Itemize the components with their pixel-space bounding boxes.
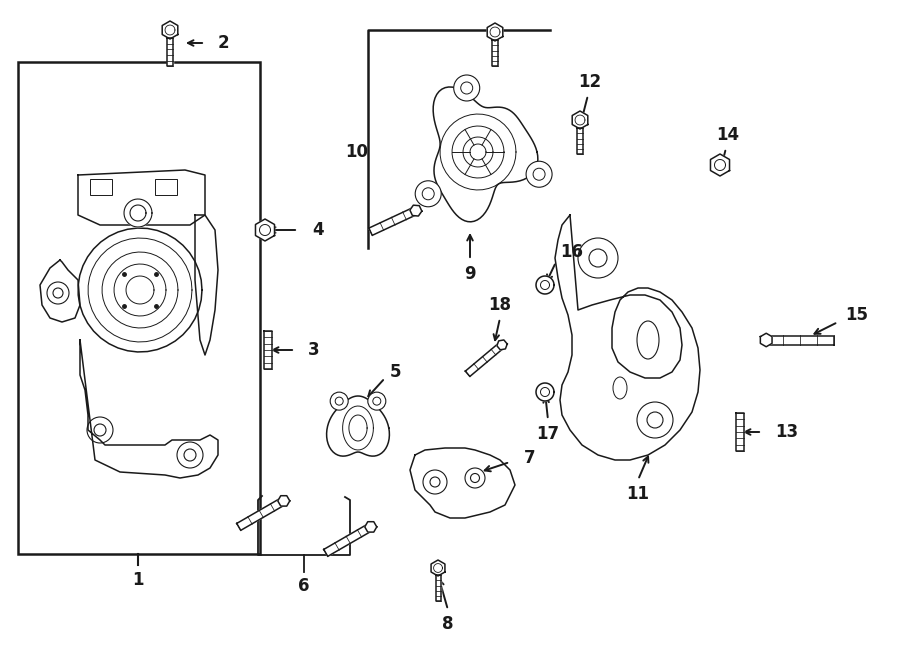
- Polygon shape: [278, 496, 290, 506]
- Text: 14: 14: [716, 126, 740, 144]
- Text: 6: 6: [298, 577, 310, 595]
- Circle shape: [454, 75, 480, 101]
- Text: 7: 7: [524, 449, 536, 467]
- Polygon shape: [78, 170, 205, 225]
- Circle shape: [526, 161, 552, 187]
- Text: 11: 11: [626, 485, 650, 503]
- Polygon shape: [78, 228, 202, 352]
- Circle shape: [415, 180, 441, 207]
- Polygon shape: [572, 111, 588, 129]
- Text: 17: 17: [536, 425, 560, 443]
- Polygon shape: [40, 260, 80, 322]
- Polygon shape: [364, 522, 377, 532]
- Polygon shape: [162, 21, 178, 39]
- Polygon shape: [436, 575, 440, 602]
- Text: 9: 9: [464, 265, 476, 283]
- Polygon shape: [736, 413, 744, 451]
- Circle shape: [368, 392, 386, 410]
- Polygon shape: [167, 38, 173, 66]
- Circle shape: [330, 392, 348, 410]
- Text: 12: 12: [579, 73, 601, 91]
- Polygon shape: [237, 498, 286, 530]
- Polygon shape: [555, 215, 700, 460]
- Text: 13: 13: [775, 423, 798, 441]
- Polygon shape: [410, 205, 422, 216]
- Text: 8: 8: [442, 615, 454, 633]
- Polygon shape: [710, 154, 730, 176]
- Polygon shape: [264, 331, 272, 369]
- Text: 3: 3: [308, 341, 320, 359]
- Polygon shape: [410, 448, 515, 518]
- Polygon shape: [760, 333, 772, 347]
- Polygon shape: [536, 276, 554, 294]
- Polygon shape: [536, 383, 554, 401]
- Polygon shape: [465, 342, 504, 377]
- Text: 1: 1: [132, 571, 144, 589]
- Polygon shape: [497, 340, 508, 350]
- Polygon shape: [577, 128, 583, 154]
- Polygon shape: [324, 524, 373, 557]
- Polygon shape: [80, 340, 218, 478]
- Polygon shape: [88, 238, 192, 342]
- Polygon shape: [114, 264, 166, 316]
- Text: 15: 15: [845, 306, 868, 324]
- Polygon shape: [130, 205, 146, 221]
- Polygon shape: [492, 40, 498, 66]
- Bar: [155, 179, 177, 195]
- Text: 2: 2: [218, 34, 230, 52]
- Polygon shape: [487, 23, 503, 41]
- Text: 16: 16: [560, 243, 583, 261]
- Polygon shape: [431, 560, 445, 576]
- Text: 10: 10: [345, 143, 368, 161]
- Text: 4: 4: [312, 221, 324, 239]
- Polygon shape: [126, 276, 154, 304]
- Polygon shape: [433, 87, 538, 222]
- Polygon shape: [256, 219, 274, 241]
- Polygon shape: [327, 396, 390, 456]
- Polygon shape: [766, 336, 834, 344]
- Polygon shape: [195, 215, 218, 355]
- Bar: [90, 179, 112, 195]
- Text: 5: 5: [390, 363, 401, 381]
- Text: 18: 18: [489, 296, 511, 314]
- Bar: [18, 62, 260, 554]
- Polygon shape: [102, 252, 178, 328]
- Polygon shape: [369, 207, 418, 235]
- Polygon shape: [124, 199, 152, 227]
